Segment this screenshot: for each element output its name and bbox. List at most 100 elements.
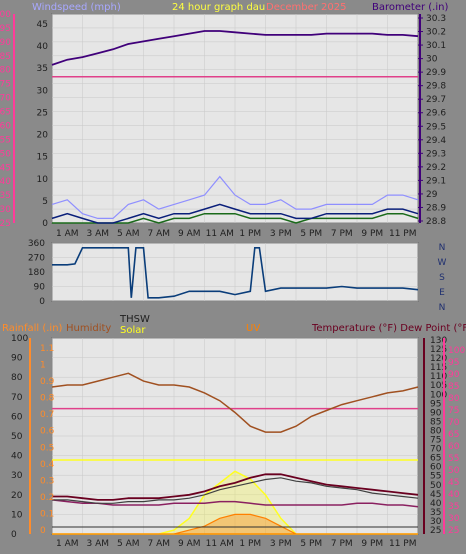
time-tick-label: 11 PM [389,539,417,549]
temp-right2-tick-label: 75 [448,406,459,416]
humidity-left-tick-label: 50 [11,432,23,442]
rain-tick-label: 1 [40,361,46,371]
time-tick-label: 3 AM [86,229,109,239]
time-tick-label: 1 AM [56,539,79,549]
baro-right-tick-label: 30.3 [426,14,446,24]
rain-tick-label: 1.1 [40,344,54,354]
baro-right-tick-label: 29.2 [426,163,446,173]
humidity-left-tick-label: 90 [11,354,23,364]
time-tick-label: 11 AM [206,539,234,549]
dew-point-line [51,499,419,508]
wind-left-tick-label: 55 [0,135,11,145]
temp-right-tick-label: 85 [430,417,441,427]
wind-direction-tick-label: 360 [28,239,45,249]
wind-left-tick-label: 40 [0,177,11,187]
rain-axis: 1.1 1 0.9 0.8 0.7 0.6 0.5 0.4 0.3 0.2 0.1 0 [29,338,55,536]
solar-label: Solar [120,325,146,336]
time-tick-label: 1 PM [239,539,261,549]
rain-tick-label: 0.4 [40,460,55,470]
temp-right-tick-label: 75 [430,436,441,446]
time-tick-label: 11 PM [389,229,417,239]
wind-mid-tick-label: 20 [37,131,49,141]
wind-baro-series [51,30,419,224]
temp-right2-tick-label: 100 [448,346,465,356]
wind-left-tick-label: 30 [0,205,11,215]
baro-right-tick-label: 29.7 [426,95,446,105]
wind-time-axis: 1 AM 3 AM 5 AM 7 AM 9 AM 11 AM 1 PM 3 PM 5 PM 7 P… [56,229,417,239]
time-tick-label: 9 PM [361,229,383,239]
rain-tick-label: 0.5 [40,443,54,453]
temp-right-tick-label: 105 [430,381,447,391]
time-tick-label: 11 AM [206,229,234,239]
wind-mid-tick-label: 5 [42,197,48,207]
temp-right-tick-label: 40 [430,499,442,509]
wind-mid-axis: 45 40 35 30 25 20 15 10 5 0 [37,20,49,229]
wind-direction-line [52,247,419,299]
wind-left-tick-label: 85 [0,52,11,62]
wind-baro-grid [51,13,419,224]
wind-mid-tick-label: 10 [37,175,49,185]
temp-right-tick-label: 125 [430,345,447,355]
wind-direction-tick-label: 270 [28,254,45,264]
time-tick-label: 5 PM [300,539,322,549]
baro-right-tick-label: 30.2 [426,28,446,38]
time-tick-label: 5 AM [117,229,140,239]
wind-direction-series [52,247,419,299]
thsw-label: THSW [119,314,150,325]
temp-right-tick-label: 120 [430,354,447,364]
compass-label-n: N [439,303,446,313]
compass-label-n: N [439,243,446,253]
humidity-left-tick-label: 80 [11,373,23,383]
temp-right-tick-label: 25 [430,526,441,536]
baro-right-tick-label: 29.5 [426,122,446,132]
baro-right-tick-label: 30 [426,55,438,65]
wind-left-tick-label: 70 [0,94,11,104]
time-tick-label: 5 AM [117,539,140,549]
wind-left-tick-label: 95 [0,24,11,34]
wind-mid-tick-label: 35 [37,64,48,74]
time-tick-label: 7 AM [147,539,170,549]
time-tick-label: 3 AM [86,539,109,549]
temp-right-tick-label: 35 [430,508,441,518]
wind-mid-tick-label: 25 [37,108,48,118]
rain-tick-label: 0.8 [40,394,55,404]
time-tick-label: 3 PM [270,539,292,549]
temp-right2-tick-label: 55 [448,454,459,464]
humidity-left-tick-label: 60 [11,412,23,422]
temp-right2-tick-label: 35 [448,502,459,512]
rainfall-label: Rainfall (.in) [2,323,63,334]
baro-right-tick-label: 29.9 [426,68,446,78]
rain-tick-label: 0.2 [40,493,54,503]
temp-right2-tick-label: 65 [448,430,459,440]
graph-title: 24 hour graph dau [172,2,265,13]
time-tick-label: 3 PM [270,229,292,239]
time-tick-label: 9 AM [178,229,201,239]
date-label: December 2025 [266,2,346,13]
rain-tick-label: 0.6 [40,427,55,437]
baro-right-axis: 30.3 30.2 30.1 30 29.9 29.8 29.7 29.6 29.5 29.4 29… [418,14,446,227]
baro-right-tick-label: 29.1 [426,176,446,186]
temp-right2-tick-label: 80 [448,394,460,404]
uv-area [52,513,418,535]
temp-right2-tick-label: 85 [448,382,459,392]
temp-right-tick-label: 95 [430,399,441,409]
wind-left-tick-label: 25 [0,219,11,229]
time-tick-label: 1 AM [56,229,79,239]
temp-right-tick-label: 65 [430,454,441,464]
wind-mid-tick-label: 0 [42,219,48,229]
humidity-label: Humidity [66,323,111,334]
rain-tick-label: 0.7 [40,410,54,420]
wind-direction-tick-label: 0 [39,297,45,307]
temp-right-tick-label: 110 [430,372,447,382]
wind-mid-tick-label: 30 [37,86,49,96]
baro-right-tick-label: 29.6 [426,109,446,119]
wind-left-tick-label: 80 [0,66,11,76]
temp-right-tick-label: 45 [430,490,441,500]
temp-right2-tick-label: 25 [448,526,459,536]
temp-right-tick-label: 130 [430,336,447,346]
wind-direction-grid [51,242,419,302]
wind-left-tick-label: 65 [0,108,11,118]
